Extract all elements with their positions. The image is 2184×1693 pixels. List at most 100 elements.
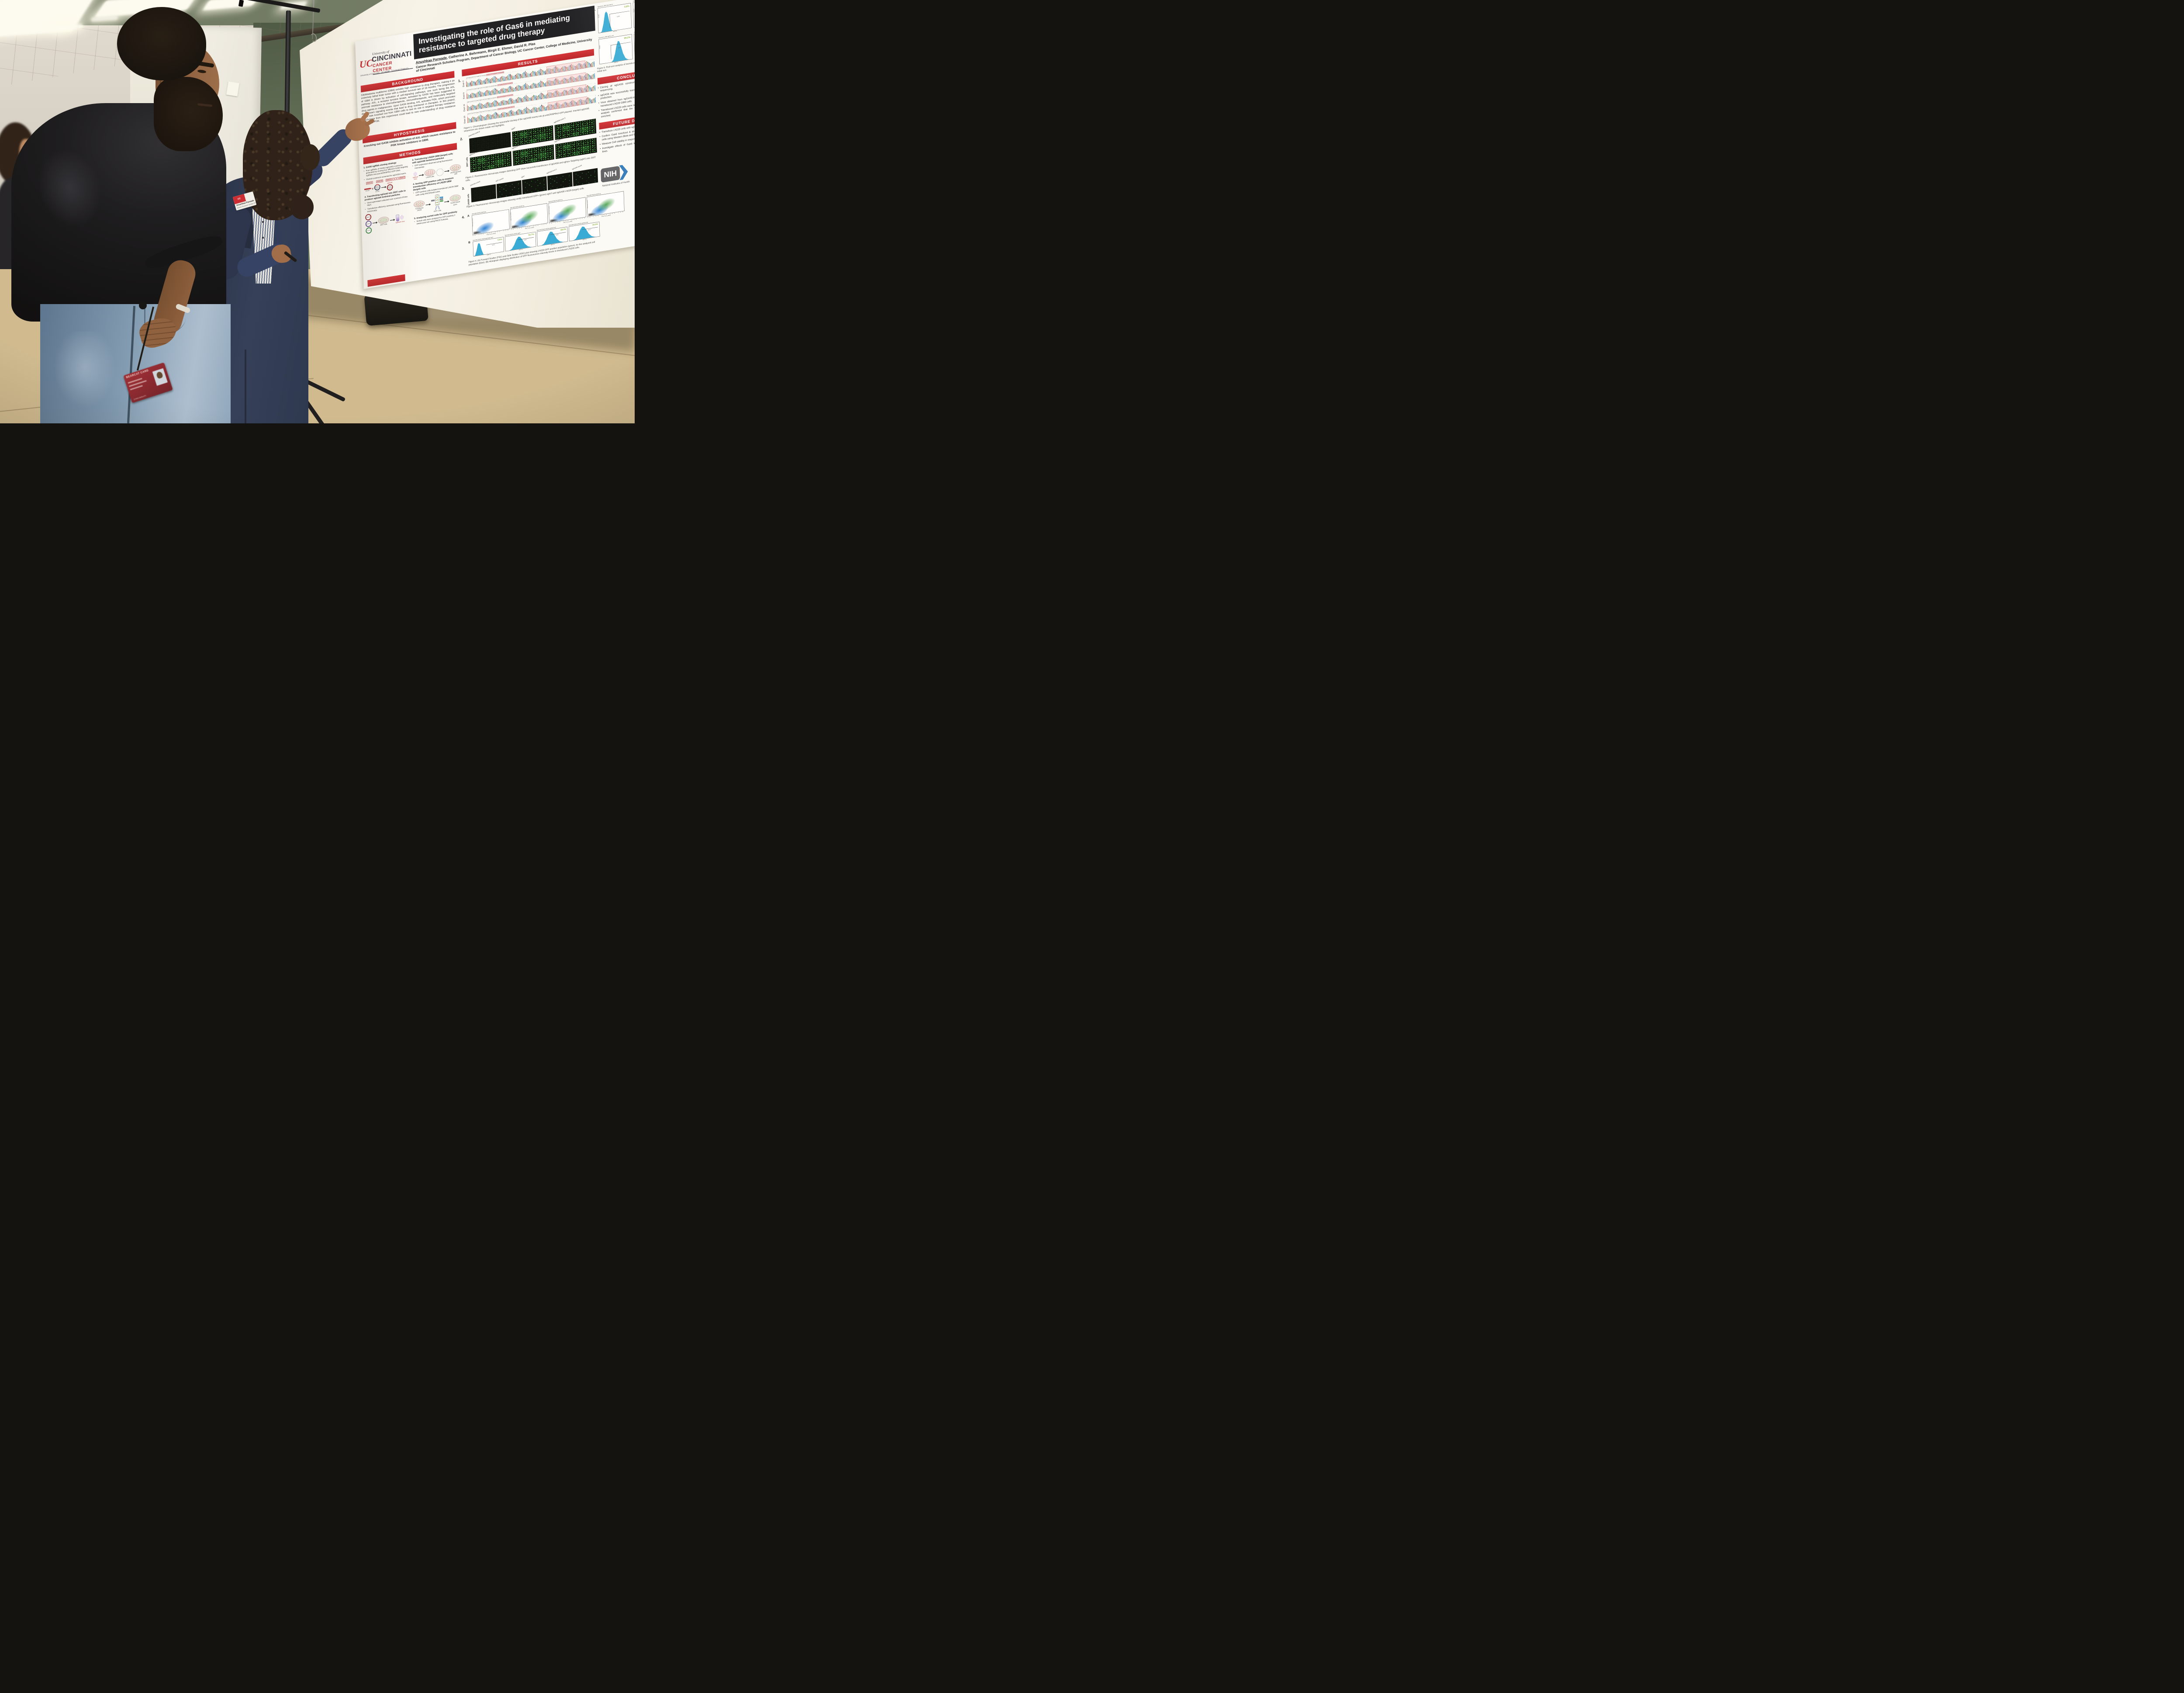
insert-fragment: BsmBI <box>364 187 371 192</box>
gate-region <box>609 10 630 28</box>
ln229-label: LN229 cells <box>426 175 435 179</box>
scatter-panel: Sort 06072023-LN229 sg SSC-A (x 1,000) 5… <box>587 189 625 219</box>
figure4b-label: B <box>468 241 470 244</box>
exon-box: Exon 2 <box>399 176 406 180</box>
virus-label: sgGas6 virus <box>412 176 418 180</box>
figure5-panel: Specimen_001-Parental N Count GFP 0.8% G… <box>598 1 632 35</box>
attendee-jeans <box>40 304 231 423</box>
badge-reel <box>139 301 147 309</box>
magnified-cell-icon <box>436 168 444 177</box>
scatter-xunit: (x 1,000) <box>529 226 534 229</box>
ln229sg-label: LN229 sgGAS6 cells <box>450 170 461 175</box>
figure3-number: 3. <box>462 186 465 191</box>
methods-column-a: 1. GAS6 sgRNA cloning strategy Four sgRN… <box>363 159 413 287</box>
gfp-percentage: 0.8% <box>624 4 629 8</box>
histogram-panel: Sort 06072023-LN229 sgGas6 ex9 GFP+ 29.9… <box>569 220 600 243</box>
gfp-percentage: 52.7% <box>528 233 534 236</box>
plus-sign: + <box>372 187 373 191</box>
exon-map-dots: ·· <box>384 179 385 182</box>
scatter-panel: Sort 06072023-LN229 pa SSC-A (x 1,000) 5… <box>472 208 510 238</box>
histogram-peak <box>474 242 485 256</box>
figure5-ylabel: Count <box>634 40 635 43</box>
cells293-label: 293T cells <box>380 223 387 226</box>
nih-chevron-icon <box>619 164 628 180</box>
attendee-hair <box>117 7 206 80</box>
postsort-histogram: Count GFP 99.2% <box>598 34 633 65</box>
figure5-grid: Specimen_001-Parental N Count GFP 0.8% G… <box>598 0 635 66</box>
histogram-panel: Sort 06072023-LN229 sgNT GFP+ 52.7% GFP-… <box>505 230 536 253</box>
exon-label: Exon 9 <box>463 92 465 99</box>
detector-chips: FSC SSC GFP <box>439 196 443 202</box>
scatter-xlabel: FSC-A <box>487 233 491 236</box>
gfp-percentage: 99.2% <box>624 35 631 40</box>
figure3-panel: parental control <box>470 181 496 203</box>
figure5-panel: Specimen_001-sgG6_ex2 Count GFP GFP-A <box>634 27 635 60</box>
cloned-plasmid: sgGas6 pLenti-CRISPRv2-GFP <box>387 181 393 191</box>
packaging-plasmids: sgGas6 psPAX2 VSV.G <box>365 213 372 234</box>
figure4-number: 4. <box>462 215 465 219</box>
uc-cancer-center-logo: UC University of CINCINNATI CANCER CENTE… <box>359 44 413 83</box>
tube-icon <box>396 214 400 222</box>
scatter-xunit: (x 1,000) <box>567 220 573 223</box>
trouser-crease <box>245 350 246 423</box>
figure3-panel: GFP control <box>495 177 522 199</box>
figure2-panel: sgGAS6 exon 10 <box>511 141 555 166</box>
research-poster: UC University of CINCINNATI CANCER CENTE… <box>355 0 635 289</box>
figure2-panel: sgGAS6 exon 11 <box>554 135 597 159</box>
histogram-panel: Sort 06072023-LN229 parental contr GFP+ … <box>473 235 504 258</box>
gate-region <box>611 42 631 59</box>
exon-label: Exon 11 <box>463 104 466 112</box>
transduced-cells: LN229 sgGAS6 cells <box>449 163 461 176</box>
plasmid-ring: sgGas6 <box>365 213 372 221</box>
figure2-number: 2. <box>460 137 463 141</box>
exon-box: Exon 11 <box>366 181 373 185</box>
figure5-ylabel: Count <box>633 9 635 13</box>
gfp-percentage: 0.0% <box>498 238 502 241</box>
virus-icon <box>400 215 404 220</box>
exon-small-box <box>392 177 394 181</box>
fluorescence-micrograph <box>573 168 598 187</box>
transduced-label: Transduced LN229 <box>415 207 424 212</box>
arrow-icon <box>419 174 424 176</box>
figure5-number: 5. <box>593 7 596 12</box>
figure3-row-label: LN229 cells <box>467 194 470 206</box>
sorted-dish: Sorted LN229 GFP+ <box>449 194 461 207</box>
exon-label: Exon 10 <box>463 116 466 124</box>
exon-map-dots: ···· <box>406 176 409 178</box>
exon-map-dots: ·· <box>364 183 366 185</box>
arrow-icon <box>372 222 377 224</box>
arrow-icon <box>425 204 431 205</box>
gate-label: GFP+ <box>492 244 495 246</box>
scatter-xlabel: FSC-A <box>563 221 567 224</box>
nih-logo: NIH <box>601 166 620 183</box>
shirt-buttons <box>262 205 264 275</box>
enzyme-label: BsmBI <box>366 190 370 192</box>
gfp-chip: GFP <box>440 200 443 202</box>
plasmid-ring: pLenti-CRISPRv2-GFP <box>374 183 380 191</box>
virus-source: sgGas6 virus <box>412 171 418 180</box>
sorter-row: FSC SSC GFP <box>431 194 443 206</box>
petri-dish-icon <box>378 216 389 225</box>
scatter-panel: Sort 06072023-LN229 sg SSC-A (x 1,000) 5… <box>549 195 587 225</box>
gate-label: GFP+ <box>524 239 527 241</box>
figure5-panel: Specimen_001-sgNT Count GFP 98.2% GFP-A <box>633 0 635 29</box>
cells-dish: 293T cells <box>378 216 389 227</box>
exon-map-dots: ··· <box>373 181 376 183</box>
histogram-panel: Sort 06072023-LN229 sgGas6 ex2 GFP+ 38.0… <box>537 225 568 248</box>
presenter-curly-hair <box>243 110 313 220</box>
scatter-xlabel: FSC-A <box>525 227 529 230</box>
exon-box: Exon 9 <box>385 178 392 182</box>
paper-tag <box>226 81 240 97</box>
hair-curl <box>301 144 320 170</box>
scatter-panel: Sort 06072023-LN229 sg SSC-A (x 1,000) 5… <box>510 201 548 232</box>
exon-label: Exon 2 <box>462 80 465 87</box>
figure5-ylabel: Count <box>598 14 600 18</box>
virus-tube: sgGas6 virus <box>395 214 405 224</box>
fluorescence-micrograph <box>496 180 522 199</box>
arrow-icon <box>390 219 395 221</box>
plasmid-ring: pLenti-CRISPRv2-GFP <box>387 184 393 191</box>
target-cells: LN229 cells <box>424 168 436 179</box>
jeans-highlight <box>51 331 119 421</box>
exon-small-box <box>394 177 397 180</box>
attendee-beard <box>154 77 223 151</box>
